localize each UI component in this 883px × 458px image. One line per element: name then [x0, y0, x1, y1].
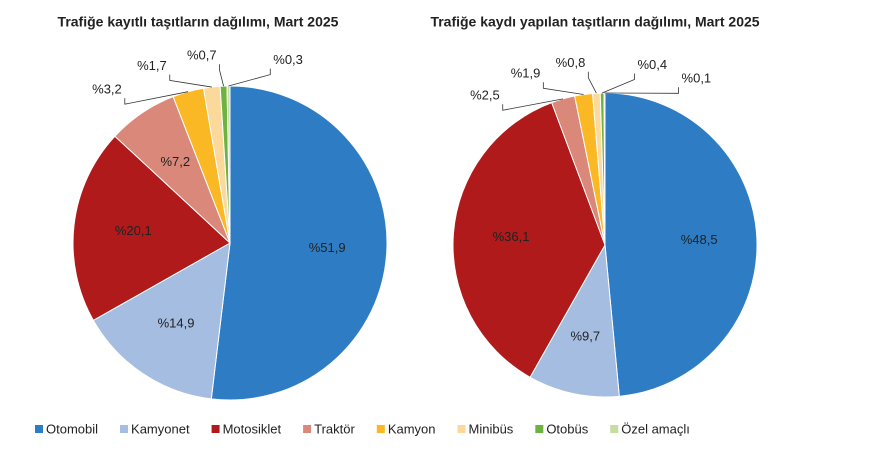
legend-swatch: [211, 425, 220, 433]
data-label: %0,4: [637, 57, 667, 72]
pie-slice: [604, 92, 758, 397]
data-label: %51,9: [309, 240, 346, 255]
leader-line: [601, 73, 635, 94]
data-label: %2,5: [470, 88, 500, 103]
legend-swatch: [535, 425, 544, 433]
data-label: %0,8: [556, 55, 586, 70]
pie-slice: [452, 101, 606, 378]
pie-slice: [529, 243, 620, 398]
chart-title: Trafiğe kayıtlı taşıtların dağılımı, Mar…: [58, 14, 339, 30]
legend-label: Otomobil: [46, 421, 98, 436]
legend-label: Özel amaçlı: [621, 421, 690, 436]
legend-swatch: [376, 425, 385, 433]
legend-label: Kamyon: [388, 421, 436, 436]
pie-slice: [92, 242, 231, 400]
legend-swatch: [120, 425, 129, 433]
pie-slice: [210, 85, 388, 401]
legend-label: Traktör: [314, 421, 355, 436]
data-label: %0,3: [273, 52, 303, 67]
legend-swatch: [35, 425, 43, 433]
data-label: %0,7: [187, 48, 217, 63]
chart-title: Trafiğe kaydı yapılan taşıtların dağılım…: [430, 14, 759, 30]
leader-line: [228, 68, 271, 87]
leader-line: [124, 91, 189, 105]
data-label: %1,7: [137, 58, 167, 73]
legend-label: Otobüs: [546, 421, 588, 436]
leader-line: [502, 98, 564, 111]
legend-label: Kamyonet: [131, 421, 190, 436]
legend-swatch: [457, 425, 466, 433]
data-label: %48,5: [681, 232, 718, 247]
leader-line: [604, 87, 679, 94]
data-label: %36,1: [493, 229, 530, 244]
legend-swatch: [303, 425, 312, 433]
data-label: %3,2: [92, 82, 122, 97]
data-label: %9,7: [570, 329, 600, 344]
legend-label: Motosiklet: [223, 421, 282, 436]
data-label: %0,1: [682, 71, 712, 86]
legend-swatch: [610, 425, 619, 433]
data-label: %14,9: [158, 315, 195, 330]
pie-slice: [72, 135, 231, 322]
data-label: %1,9: [511, 66, 541, 81]
data-label: %7,2: [160, 154, 190, 169]
leader-line: [542, 82, 584, 95]
leader-line: [219, 64, 224, 87]
legend-label: Minibüs: [469, 421, 514, 436]
leader-line: [587, 71, 597, 94]
data-label: %20,1: [115, 223, 152, 238]
leader-line: [169, 74, 212, 88]
